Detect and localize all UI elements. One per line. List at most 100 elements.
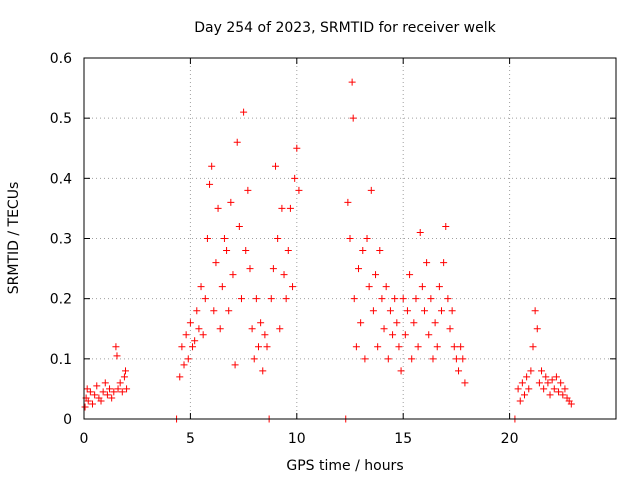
data-point: [352, 343, 360, 351]
x-tick-label: 5: [186, 431, 195, 447]
data-point: [123, 385, 131, 393]
data-point: [210, 307, 218, 315]
x-tick-label: 15: [394, 431, 412, 447]
data-point: [518, 379, 526, 387]
data-point: [97, 397, 105, 405]
data-point: [257, 319, 265, 327]
data-point: [516, 397, 524, 405]
data-point: [118, 388, 126, 396]
data-point: [416, 228, 424, 236]
data-point: [403, 307, 411, 315]
data-point: [208, 162, 216, 170]
data-point: [269, 265, 277, 273]
data-point: [206, 180, 214, 188]
data-point: [114, 385, 122, 393]
data-point: [242, 247, 250, 255]
data-point: [289, 283, 297, 291]
data-point: [101, 379, 109, 387]
data-point: [380, 325, 388, 333]
data-point: [350, 295, 358, 303]
data-point: [393, 319, 401, 327]
data-point: [452, 355, 460, 363]
data-point: [106, 385, 114, 393]
data-point: [344, 198, 352, 206]
data-point: [293, 144, 301, 152]
data-point: [110, 388, 118, 396]
data-point: [376, 247, 384, 255]
data-point: [113, 352, 121, 360]
data-point: [286, 204, 294, 212]
data-point: [384, 355, 392, 363]
data-point: [557, 379, 565, 387]
data-point: [84, 397, 92, 405]
data-point: [225, 307, 233, 315]
data-point: [382, 283, 390, 291]
data-point: [461, 379, 469, 387]
data-point: [374, 343, 382, 351]
data-point: [199, 331, 207, 339]
x-tick-label: 0: [80, 431, 89, 447]
data-point: [559, 391, 567, 399]
data-point: [550, 385, 558, 393]
data-point: [237, 295, 245, 303]
data-point: [355, 265, 363, 273]
data-point: [250, 355, 258, 363]
data-point: [410, 319, 418, 327]
data-point: [248, 325, 256, 333]
data-point: [86, 388, 94, 396]
data-point: [389, 331, 397, 339]
data-point: [233, 138, 241, 146]
data-point: [186, 319, 194, 327]
y-axis-ticks: 0 0.1 0.2 0.3 0.4 0.5 0.6: [50, 51, 616, 428]
data-point: [83, 385, 91, 393]
data-point: [386, 307, 394, 315]
data-point: [525, 385, 533, 393]
data-point: [363, 235, 371, 242]
data-point: [93, 382, 101, 390]
data-point: [527, 367, 535, 375]
data-point: [89, 400, 97, 408]
data-point: [227, 198, 235, 206]
data-point: [184, 355, 192, 363]
data-point: [259, 367, 267, 375]
data-point: [429, 355, 437, 363]
data-point: [276, 325, 284, 333]
data-point: [176, 373, 184, 381]
data-point: [197, 283, 205, 291]
data-point: [116, 379, 124, 387]
data-point: [548, 376, 556, 384]
data-point: [180, 361, 188, 369]
data-point: [420, 307, 428, 315]
data-point: [254, 343, 262, 351]
data-points: [81, 78, 575, 423]
y-axis-label: SRMTID / TECUs: [6, 182, 22, 295]
data-point: [367, 186, 375, 194]
data-point: [372, 271, 380, 279]
data-point: [412, 295, 420, 303]
data-point: [406, 271, 414, 279]
data-point: [244, 186, 252, 194]
data-point: [369, 307, 377, 315]
x-axis-label: GPS time / hours: [286, 458, 403, 474]
data-point: [267, 295, 275, 303]
data-point: [99, 388, 107, 396]
data-point: [103, 391, 111, 399]
data-point: [542, 373, 550, 381]
data-point: [349, 114, 357, 122]
data-point: [391, 295, 399, 303]
data-point: [438, 307, 446, 315]
data-point: [459, 355, 467, 363]
data-point: [280, 271, 288, 279]
data-point: [284, 247, 292, 255]
y-tick-label: 0.3: [50, 232, 72, 248]
data-point: [408, 355, 416, 363]
y-tick-label: 0.1: [50, 352, 72, 368]
data-point: [263, 343, 271, 351]
data-point: [531, 307, 539, 315]
data-point: [235, 222, 243, 230]
x-axis-ticks: 0 5 10 15 20: [80, 58, 519, 447]
data-point: [240, 108, 248, 116]
data-point: [435, 283, 443, 291]
data-point: [378, 295, 386, 303]
data-point: [220, 235, 228, 242]
